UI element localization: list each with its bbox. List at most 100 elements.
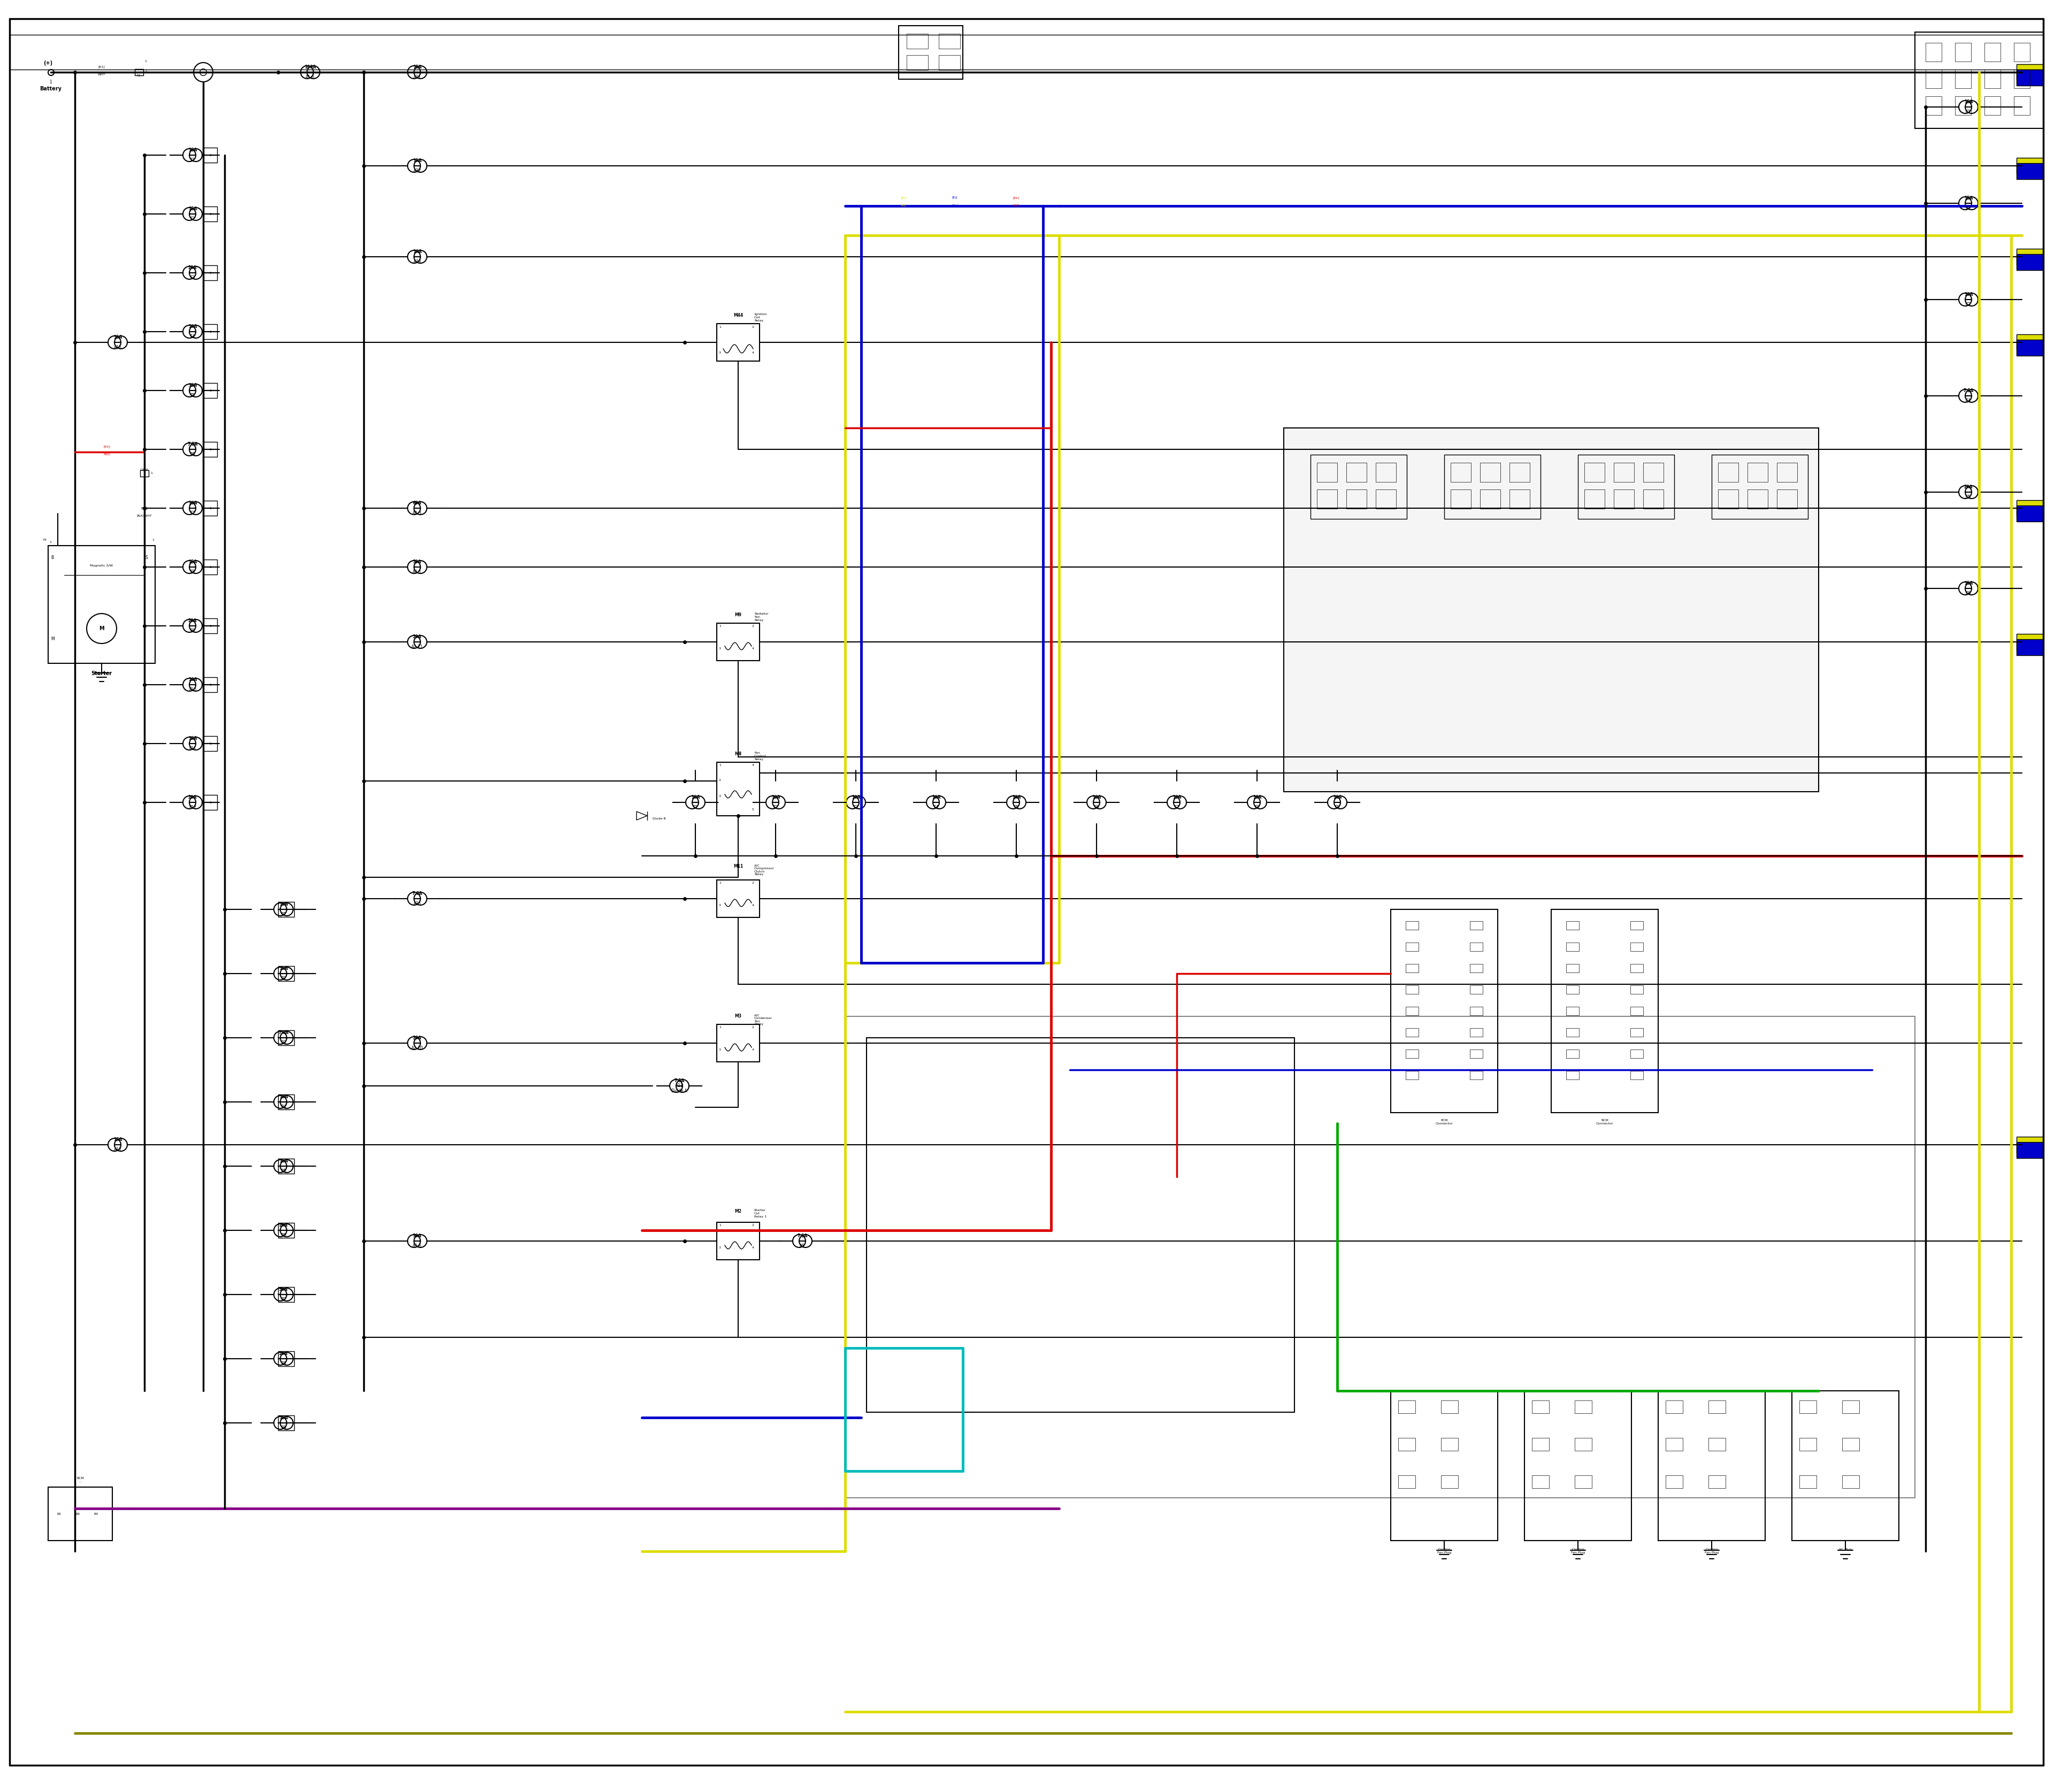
Text: BCM
Connector: BCM Connector <box>1596 1118 1612 1125</box>
Text: Ignition
Coil
Relay: Ignition Coil Relay <box>754 314 766 323</box>
Text: B3: B3 <box>94 1512 99 1516</box>
Text: 15A: 15A <box>113 335 121 340</box>
Text: 15A: 15A <box>279 966 288 971</box>
Text: F1: F1 <box>692 805 698 810</box>
Bar <box>1914 32 2044 129</box>
Bar <box>2017 634 2044 650</box>
Bar <box>1405 1029 1419 1038</box>
Text: 10A: 10A <box>189 677 197 683</box>
Bar <box>939 34 959 48</box>
Bar <box>1799 1400 1816 1414</box>
Bar <box>277 1287 294 1303</box>
Bar <box>1614 489 1635 509</box>
Text: C2: C2 <box>1966 206 1972 211</box>
Text: M8: M8 <box>735 751 741 756</box>
Text: BLU: BLU <box>951 204 957 208</box>
Text: 1: 1 <box>210 566 212 568</box>
Text: S: S <box>146 556 148 561</box>
Bar <box>1391 1391 1497 1541</box>
Bar <box>1631 1050 1643 1057</box>
Text: 2: 2 <box>752 1027 754 1029</box>
Text: [E4]: [E4] <box>103 444 111 448</box>
Text: 1: 1 <box>286 1421 288 1425</box>
Text: A/C
Compressor
Clutch
Relay: A/C Compressor Clutch Relay <box>754 864 774 876</box>
Bar <box>2017 70 2044 86</box>
Text: A21: A21 <box>413 75 421 79</box>
Text: T4: T4 <box>43 539 47 541</box>
Text: A22: A22 <box>413 168 421 174</box>
Text: 10A: 10A <box>279 901 288 907</box>
Text: A3-6: A3-6 <box>413 1244 421 1249</box>
Bar <box>203 618 218 633</box>
Bar <box>1405 986 1419 995</box>
Text: [Ej]: [Ej] <box>951 197 957 199</box>
Text: 1: 1 <box>286 1357 288 1360</box>
Bar <box>1666 1437 1682 1452</box>
Text: 1: 1 <box>210 683 212 686</box>
Bar <box>277 1095 294 1109</box>
Bar <box>2017 500 2044 516</box>
Text: 1: 1 <box>719 326 721 328</box>
Text: Battery: Battery <box>39 86 62 91</box>
Bar <box>1345 489 1366 509</box>
Bar <box>2017 254 2044 271</box>
Text: 4: 4 <box>752 1048 754 1052</box>
Bar <box>1927 97 1941 115</box>
Text: 20A: 20A <box>279 1222 288 1228</box>
Bar <box>1717 489 1738 509</box>
Bar <box>1405 1072 1419 1079</box>
Bar <box>1955 43 1972 61</box>
Bar <box>2017 249 2044 265</box>
Text: 3: 3 <box>719 796 721 797</box>
Text: 4: 4 <box>752 903 754 907</box>
Bar <box>1565 964 1580 973</box>
Text: F10: F10 <box>189 688 197 692</box>
Text: 2: 2 <box>752 326 754 328</box>
Text: 2: 2 <box>752 1224 754 1226</box>
Bar <box>1631 964 1643 973</box>
Bar <box>1317 462 1337 482</box>
Text: F4: F4 <box>191 335 195 339</box>
Bar <box>1709 1400 1725 1414</box>
Text: 10A: 10A <box>1173 796 1181 799</box>
Bar <box>277 901 294 918</box>
Bar <box>717 1222 760 1260</box>
Bar <box>1748 462 1768 482</box>
Text: 1: 1 <box>210 271 212 274</box>
Text: 10A: 10A <box>189 324 197 330</box>
Text: 20A: 20A <box>189 265 197 271</box>
Bar <box>1405 943 1419 952</box>
Bar <box>47 545 156 663</box>
Bar <box>1471 921 1483 930</box>
Bar <box>1565 943 1580 952</box>
Text: F4: F4 <box>935 805 939 810</box>
Bar <box>1709 1437 1725 1452</box>
Bar <box>1842 1475 1859 1487</box>
Bar <box>1391 909 1497 1113</box>
Text: M9: M9 <box>735 613 741 616</box>
Text: F9: F9 <box>1335 805 1339 810</box>
Bar <box>2017 505 2044 521</box>
Bar <box>277 966 294 980</box>
Bar <box>867 1038 1294 1412</box>
Text: A29: A29 <box>413 260 421 263</box>
Text: [Ei]: [Ei] <box>902 197 906 199</box>
Bar <box>1577 455 1674 520</box>
Text: 1: 1 <box>286 973 288 975</box>
Bar <box>717 624 760 661</box>
Text: 4: 4 <box>752 351 754 355</box>
Text: 1: 1 <box>146 72 148 73</box>
Text: C5: C5 <box>1966 495 1972 500</box>
Bar <box>1927 70 1941 88</box>
Text: C6: C6 <box>1966 591 1972 597</box>
Bar <box>2017 1142 2044 1158</box>
Text: 20A: 20A <box>189 796 197 799</box>
Text: 1: 1 <box>49 79 51 84</box>
Bar <box>1532 1437 1549 1452</box>
Bar <box>140 470 148 477</box>
Text: B2: B2 <box>76 1512 80 1516</box>
Text: 20A: 20A <box>189 618 197 624</box>
Text: 3: 3 <box>719 1048 721 1052</box>
Bar <box>203 559 218 575</box>
Text: T1: T1 <box>138 73 142 77</box>
